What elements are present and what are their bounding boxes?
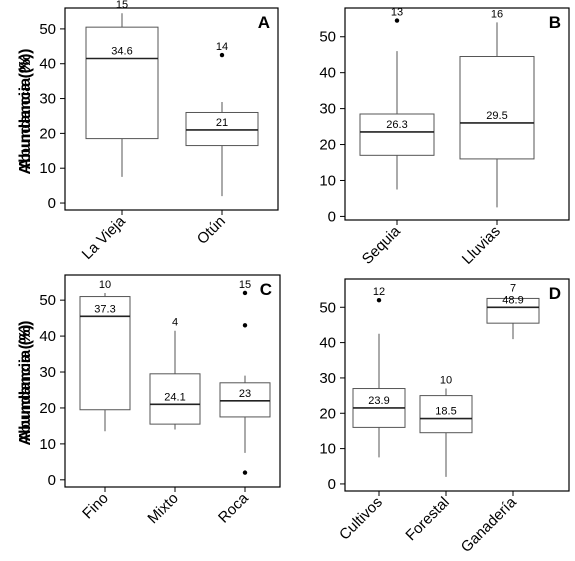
x-tick-label: Cultivos (336, 494, 386, 544)
x-tick-label: Forestal (402, 494, 452, 544)
iqr-box (85, 26, 159, 140)
x-tick-label: Mixto (144, 490, 181, 527)
iqr-box (419, 395, 473, 434)
mean-label: 18.5 (435, 406, 456, 418)
outlier-point (219, 52, 225, 58)
y-tick-label: 0 (48, 195, 56, 212)
y-tick-label: 40 (319, 65, 336, 82)
sample-size-label: 4 (172, 317, 178, 329)
y-tick-label: 20 (319, 137, 336, 154)
iqr-box (486, 297, 540, 324)
panel-label: A (258, 13, 270, 32)
x-tick-label: Lluvias (459, 223, 504, 268)
y-tick-label: 40 (39, 56, 56, 73)
x-tick-label: Roca (215, 489, 252, 526)
box-mixto: 4 24.1 Mixto (144, 317, 201, 527)
y-tick-label: 50 (39, 21, 56, 38)
mean-label: 37.3 (94, 303, 115, 315)
y-tick-label: 40 (39, 328, 56, 345)
iqr-box (79, 296, 131, 411)
sample-size-label: 10 (440, 375, 452, 387)
y-tick-label: 50 (319, 299, 336, 316)
mean-label: 34.6 (111, 46, 132, 58)
y-tick-label: 30 (39, 364, 56, 381)
y-axis-label: Abundancia (%) (17, 54, 34, 175)
y-tick-label: 20 (39, 400, 56, 417)
iqr-box (359, 113, 435, 156)
plot-frame (344, 278, 570, 492)
y-axis-label: Abundancia (%) (17, 325, 34, 446)
mean-label: 23 (239, 388, 251, 400)
sample-size-label: 7 (510, 283, 516, 295)
x-tick-label: Otún (194, 213, 229, 248)
y-tick-label: 20 (319, 405, 336, 422)
outlier-point (242, 290, 248, 296)
sample-size-label: 10 (99, 279, 111, 291)
sample-size-label: 15 (116, 0, 128, 11)
outlier-point (394, 18, 400, 23)
plot-frame (344, 7, 570, 221)
iqr-box (149, 373, 201, 425)
box-lluvias: 16 29.5 Lluvias (459, 8, 535, 268)
y-tick-label: 0 (328, 476, 336, 493)
y-tick-label: 40 (319, 335, 336, 352)
y-tick-label: 0 (48, 472, 56, 489)
y-tick-label: 30 (319, 370, 336, 387)
sample-size-label: 16 (491, 8, 503, 20)
y-tick-label: 20 (39, 125, 56, 142)
y-axis-label: Abundancia (%) (17, 49, 34, 170)
sample-size-label: 14 (216, 41, 228, 53)
y-tick-label: 10 (39, 436, 56, 453)
box-cultivos: 12 23.9 Cultivos (336, 286, 406, 544)
y-tick-label: 30 (319, 101, 336, 118)
mean-label: 48.9 (502, 294, 523, 306)
mean-label: 21 (216, 117, 228, 129)
panel-label: D (549, 284, 561, 303)
outlier-point (376, 298, 382, 303)
mean-label: 26.3 (386, 119, 407, 131)
iqr-box (185, 111, 259, 147)
box-la-vieja: 15 34.6 La Vieja (79, 0, 159, 263)
x-tick-label: Ganadería (458, 493, 521, 556)
iqr-box (459, 56, 535, 160)
box-roca: 15 23 Roca (215, 279, 271, 527)
box-fino: 10 37.3 Fino (79, 279, 131, 523)
mean-label: 24.1 (164, 391, 185, 403)
y-axis-label: Abundancia (%) (17, 321, 34, 442)
panel-label: B (549, 13, 561, 32)
box-forestal: 10 18.5 Forestal (402, 375, 473, 544)
outlier-point (242, 323, 248, 328)
x-tick-label: La Vieja (79, 212, 130, 263)
outlier-point (242, 470, 248, 475)
sample-size-label: 15 (239, 279, 251, 291)
sample-size-label: 13 (391, 7, 403, 19)
y-tick-label: 10 (319, 172, 336, 189)
box-sequia: 13 26.3 Sequia (359, 7, 435, 268)
y-tick-label: 50 (39, 292, 56, 309)
plot-frame (64, 7, 279, 211)
x-tick-label: Fino (79, 490, 112, 523)
mean-label: 29.5 (486, 110, 507, 122)
panel-a: A 0 10 20 30 40 50 Abundancia (%) 15 34.6 La Vieja… (17, 0, 279, 263)
y-tick-label: 0 (328, 208, 336, 225)
y-tick-label: 10 (319, 441, 336, 458)
mean-label: 23.9 (368, 395, 389, 407)
y-tick-label: 30 (39, 91, 56, 108)
sample-size-label: 12 (373, 286, 385, 298)
plot-frame (64, 274, 281, 488)
box-ot-n: 14 21 Otún (185, 41, 259, 248)
panel-label: C (260, 280, 272, 299)
x-tick-label: Sequia (359, 222, 405, 268)
panel-c: C 0 10 20 30 40 50 Abundancia (%) 10 37.3 Fino 4 24.… (17, 274, 281, 527)
iqr-box (219, 382, 271, 418)
y-tick-label: 50 (319, 29, 336, 46)
y-tick-label: 10 (39, 160, 56, 177)
